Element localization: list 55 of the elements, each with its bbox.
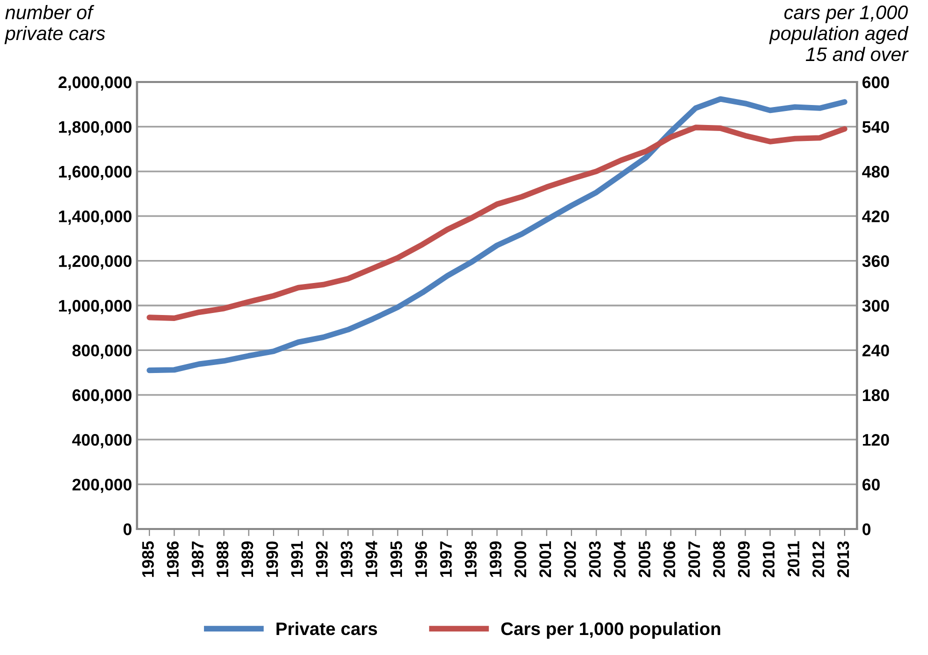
- x-tick-label: 1987: [192, 542, 204, 577]
- x-tick-label: 1991: [291, 541, 303, 577]
- x-tick-label: 2013: [837, 541, 850, 578]
- y-axis-title: number of private cars: [4, 5, 106, 44]
- y2-axis-title: cars per 1,000 population aged 15 and over: [769, 6, 909, 62]
- x-tick-label: 2012: [812, 541, 824, 578]
- x-tick-label: 1993: [340, 541, 353, 577]
- y2-tick-label: 120: [862, 434, 889, 446]
- x-tick-label: 1999: [490, 541, 502, 577]
- x-tick-label: 1990: [266, 541, 278, 577]
- x-tick-label: 1994: [366, 540, 378, 577]
- x-tick-label: 1992: [316, 541, 328, 577]
- y-tick-label: 400,000: [72, 434, 132, 448]
- x-tick-label: 1988: [216, 541, 228, 577]
- legend-label: Cars per 1,000 population: [501, 622, 720, 639]
- x-tick-label: 2000: [514, 541, 526, 578]
- x-tick-label: 2010: [762, 541, 775, 578]
- x-tick-label: 1998: [464, 541, 477, 577]
- y-tick-label: 1,400,000: [59, 210, 132, 225]
- y2-tick-label: 600: [862, 76, 889, 88]
- x-tick-label: 2004: [614, 540, 626, 578]
- y-tick-label: 800,000: [72, 344, 132, 359]
- x-tick-label: 2001: [539, 541, 552, 578]
- x-tick-label: 1997: [440, 542, 452, 577]
- x-tick-label: 1986: [166, 541, 179, 577]
- x-tick-label: 1995: [390, 541, 402, 577]
- x-tick-label: 2002: [564, 541, 576, 578]
- x-tick-label: 1989: [241, 541, 254, 577]
- y-tick-label: 1,800,000: [59, 121, 132, 136]
- y2-tick-label: 540: [862, 121, 889, 133]
- y-tick-label: 1,600,000: [59, 166, 132, 180]
- y2-tick-label: 180: [862, 389, 889, 402]
- y2-tick-label: 360: [862, 255, 889, 268]
- y-tick-label: 600,000: [72, 389, 132, 404]
- x-tick-label: 2011: [788, 541, 800, 576]
- x-tick-label: 2008: [713, 541, 725, 578]
- y2-tick-label: 300: [862, 300, 889, 312]
- y2-tick-label: 0: [862, 523, 870, 536]
- y-tick-label: 2,000,000: [58, 76, 132, 91]
- y2-tick-label: 480: [862, 166, 889, 178]
- y-tick-label: 200,000: [72, 478, 132, 493]
- x-tick-label: 2007: [688, 542, 700, 578]
- x-tick-label: 2006: [663, 541, 676, 578]
- x-tick-label: 2005: [638, 541, 650, 578]
- y2-tick-label: 420: [862, 210, 889, 222]
- x-tick-label: 2003: [588, 541, 601, 578]
- y2-tick-label: 240: [862, 344, 889, 356]
- x-tick-label: 1996: [415, 541, 427, 577]
- x-tick-label: 1985: [142, 541, 154, 577]
- y2-tick-label: 60: [862, 478, 880, 491]
- y-tick-label: 1,000,000: [59, 300, 132, 314]
- legend-label: Private cars: [276, 622, 378, 636]
- x-tick-label: 2009: [738, 541, 750, 578]
- y-tick-label: 1,200,000: [59, 255, 132, 270]
- y-tick-label: 0: [124, 523, 132, 536]
